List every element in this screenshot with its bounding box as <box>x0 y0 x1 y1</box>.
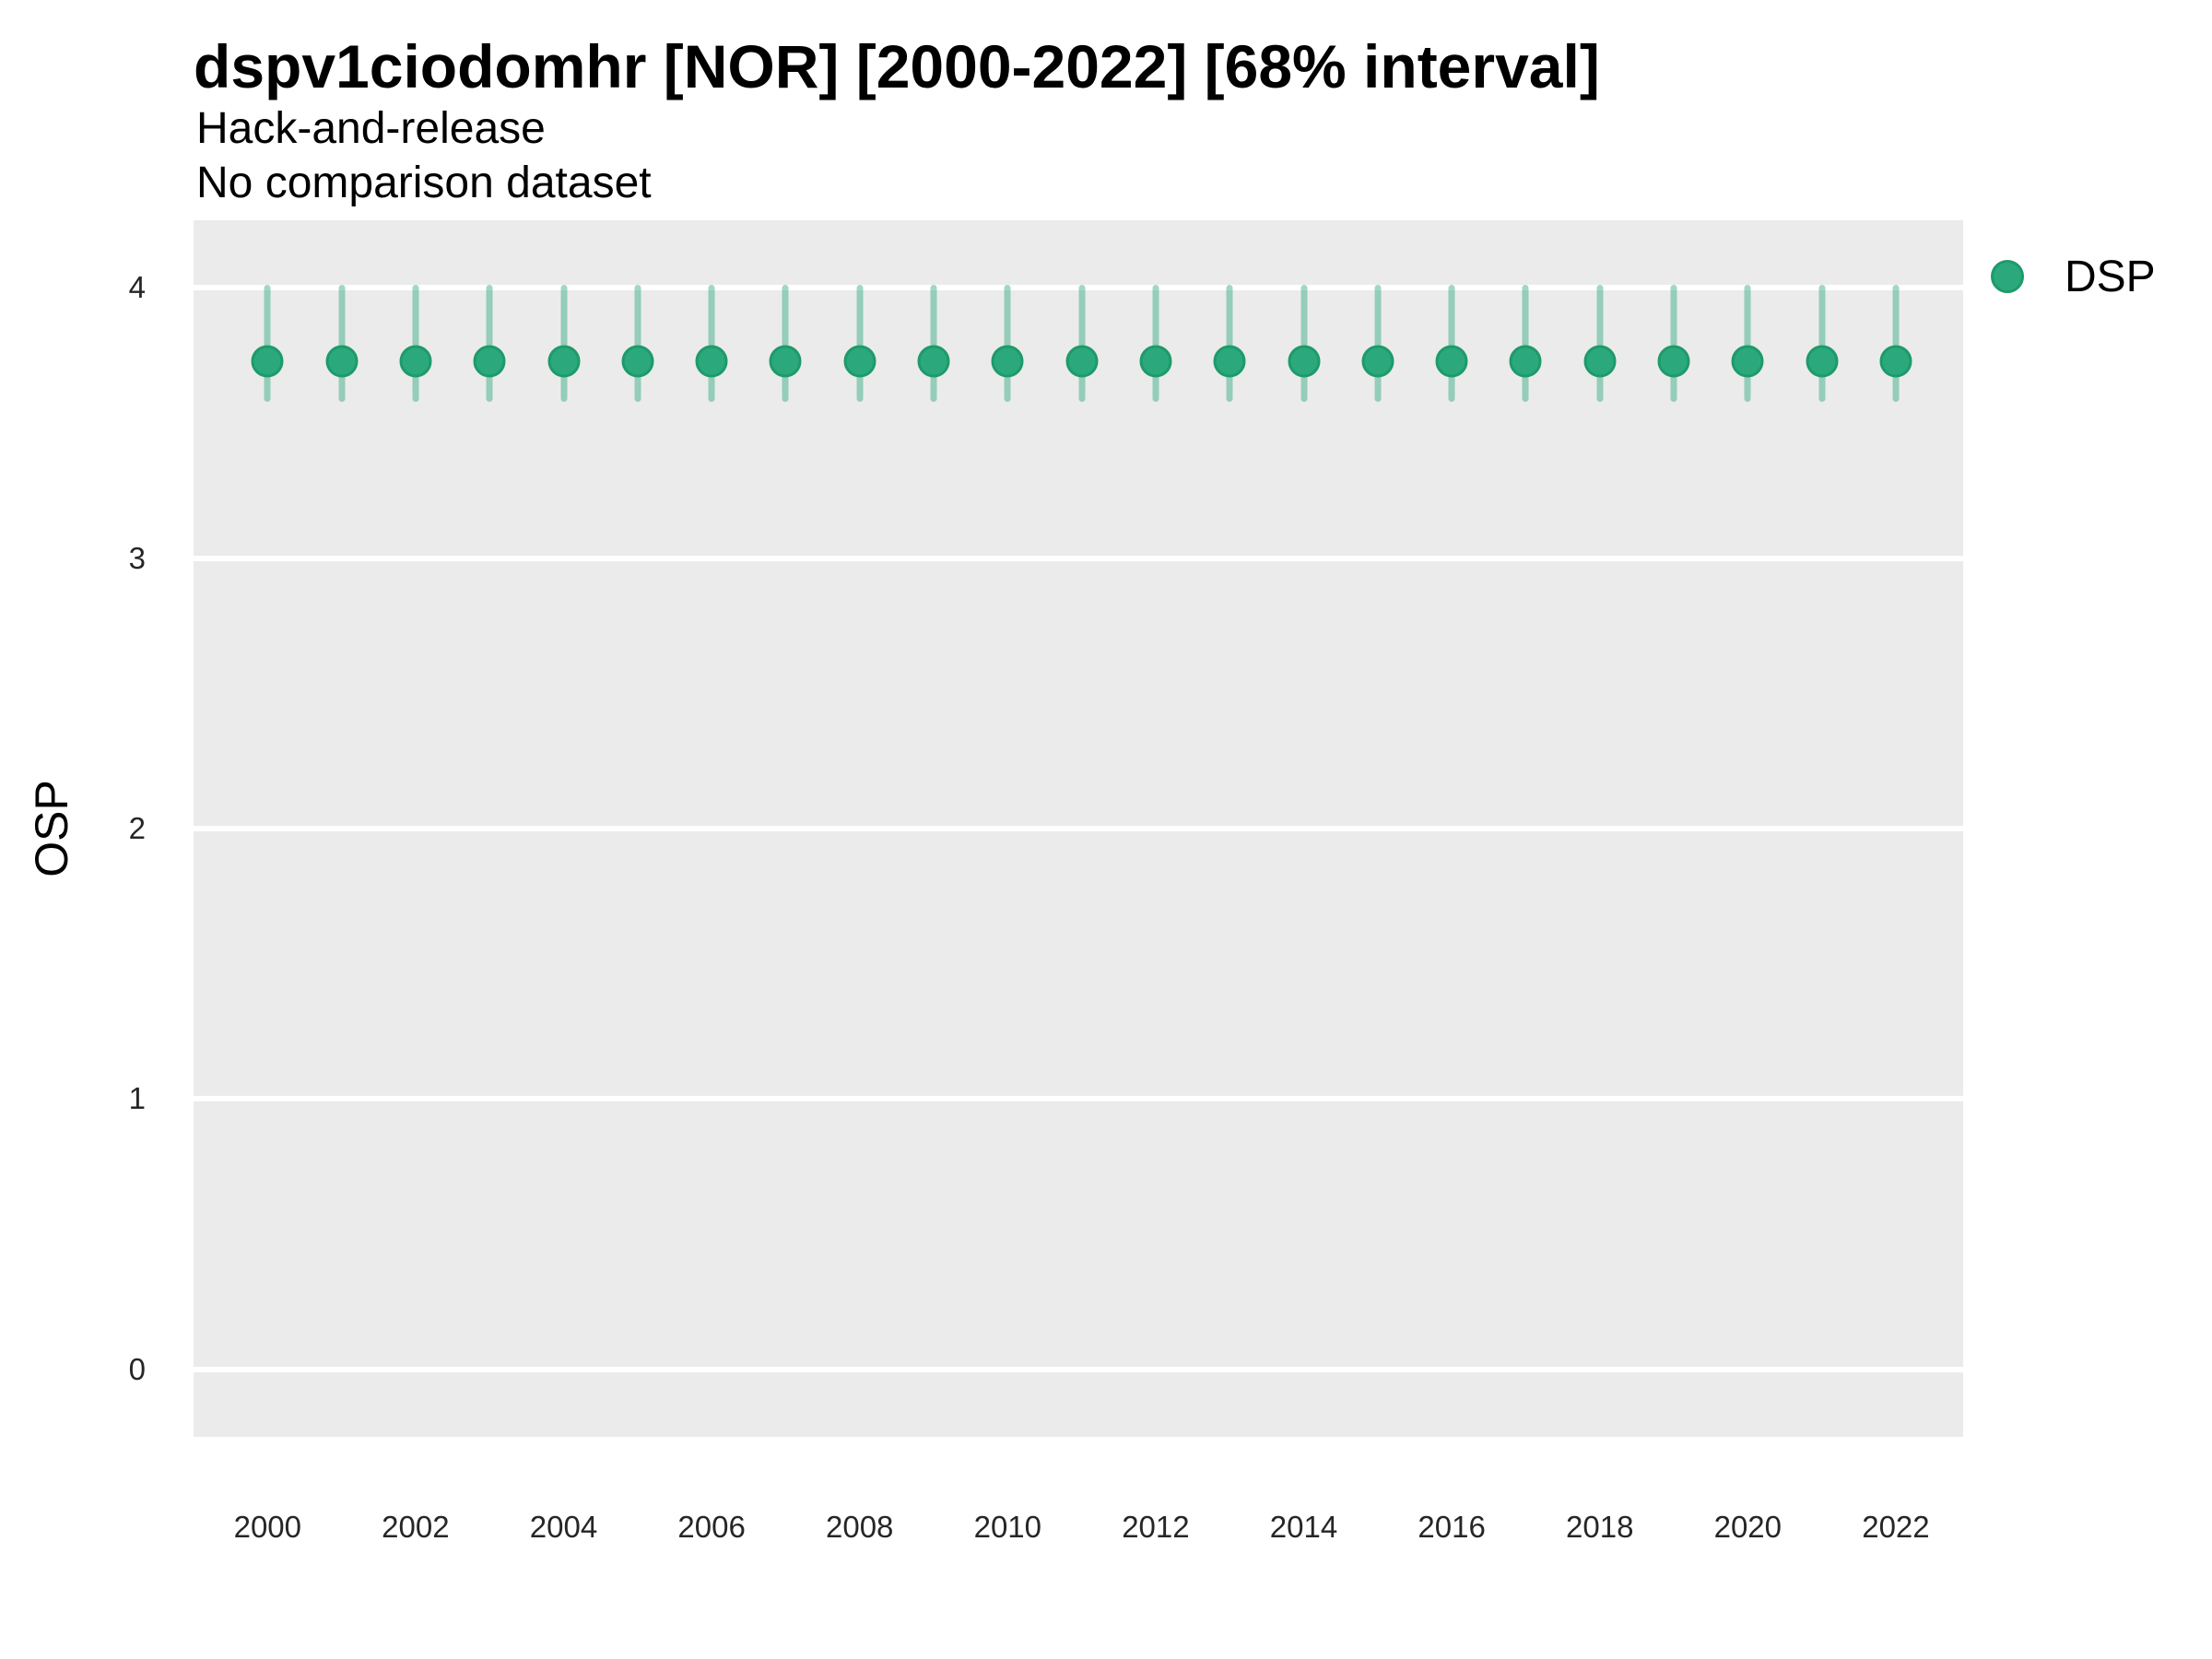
data-point <box>991 345 1024 378</box>
data-point <box>843 345 877 378</box>
x-tick-label: 2012 <box>1122 1510 1190 1544</box>
interval-bar <box>486 284 493 403</box>
y-tick-label: 1 <box>128 1081 146 1116</box>
interval-bar <box>782 284 789 403</box>
interval-bar <box>1670 284 1677 403</box>
interval-bar <box>338 284 346 403</box>
chart-subtitle-line1: Hack-and-release <box>196 104 546 153</box>
data-point <box>1288 345 1321 378</box>
interval-bar <box>560 284 567 403</box>
interval-bar <box>1152 284 1159 403</box>
legend-key-dot-icon <box>1991 260 2024 293</box>
interval-bar <box>1004 284 1011 403</box>
x-tick-label: 2018 <box>1566 1510 1634 1544</box>
interval-bar <box>1300 284 1308 403</box>
y-tick-label: 0 <box>128 1351 146 1386</box>
interval-bar <box>856 284 864 403</box>
gridline-y-2 <box>194 826 1963 831</box>
x-tick-label: 2016 <box>1418 1510 1486 1544</box>
gridline-y-3 <box>194 555 1963 561</box>
interval-bar <box>1892 284 1900 403</box>
interval-bar <box>1448 284 1455 403</box>
plot-panel <box>194 220 1963 1437</box>
data-point <box>1213 345 1246 378</box>
gridline-y-0 <box>194 1366 1963 1372</box>
x-tick-label: 2008 <box>825 1510 894 1544</box>
interval-bar <box>708 284 715 403</box>
interval-bar <box>634 284 641 403</box>
data-point <box>917 345 950 378</box>
data-point <box>547 345 580 378</box>
gridline-y-4 <box>194 285 1963 291</box>
data-point <box>325 345 359 378</box>
data-point <box>1139 345 1172 378</box>
y-tick-label: 3 <box>128 540 146 575</box>
x-tick-label: 2002 <box>382 1510 450 1544</box>
interval-bar <box>930 284 937 403</box>
legend-label: DSP <box>2065 252 2156 301</box>
x-tick-label: 2000 <box>233 1510 302 1544</box>
x-tick-label: 2006 <box>677 1510 746 1544</box>
x-tick-label: 2010 <box>973 1510 1042 1544</box>
data-point <box>1657 345 1690 378</box>
interval-bar <box>1596 284 1604 403</box>
data-point <box>695 345 728 378</box>
interval-bar <box>1744 284 1751 403</box>
x-tick-label: 2014 <box>1269 1510 1338 1544</box>
chart-title: dspv1ciodomhr [NOR] [2000-2022] [68% int… <box>194 32 1600 100</box>
data-point <box>1731 345 1764 378</box>
data-point <box>769 345 802 378</box>
data-point <box>621 345 654 378</box>
interval-bar <box>412 284 419 403</box>
x-tick-label: 2004 <box>529 1510 598 1544</box>
interval-bar <box>1226 284 1233 403</box>
x-tick-label: 2022 <box>1862 1510 1930 1544</box>
chart-subtitle-line2: No comparison dataset <box>196 159 652 207</box>
data-point <box>1361 345 1394 378</box>
data-point <box>1435 345 1468 378</box>
interval-bar <box>1078 284 1086 403</box>
interval-bar <box>264 284 271 403</box>
legend: DSP <box>1991 252 2156 301</box>
interval-bar <box>1818 284 1826 403</box>
data-point <box>1509 345 1542 378</box>
gridline-y-1 <box>194 1096 1963 1102</box>
y-tick-label: 2 <box>128 811 146 845</box>
data-point <box>1583 345 1617 378</box>
interval-bar <box>1374 284 1382 403</box>
y-tick-label: 4 <box>128 270 146 305</box>
interval-bar <box>1522 284 1529 403</box>
data-point <box>473 345 506 378</box>
data-point <box>399 345 432 378</box>
data-point <box>1879 345 1912 378</box>
data-point <box>1806 345 1839 378</box>
x-tick-label: 2020 <box>1713 1510 1783 1544</box>
data-point <box>1065 345 1099 378</box>
data-point <box>251 345 284 378</box>
